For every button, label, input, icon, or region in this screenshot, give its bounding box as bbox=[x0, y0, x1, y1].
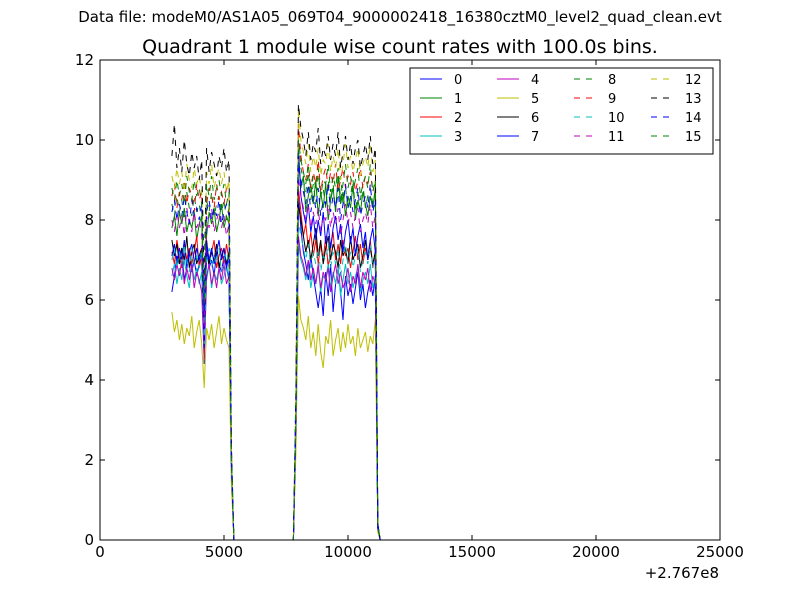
legend-label-5: 5 bbox=[531, 92, 539, 107]
legend-label-6: 6 bbox=[531, 111, 539, 126]
legend-label-12: 12 bbox=[685, 73, 702, 88]
series-line-12 bbox=[171, 107, 631, 541]
x-tick-label: 10000 bbox=[324, 543, 372, 561]
series-line-4 bbox=[171, 235, 631, 541]
y-tick-label: 8 bbox=[84, 211, 94, 229]
x-tick-label: 5000 bbox=[205, 543, 243, 561]
legend-label-11: 11 bbox=[608, 130, 625, 145]
legend-label-13: 13 bbox=[685, 92, 702, 107]
legend-label-0: 0 bbox=[454, 73, 462, 88]
x-axis: 0 5000 10000 15000 20000 25000 bbox=[95, 60, 744, 561]
x-offset-label: +2.767e8 bbox=[645, 564, 719, 582]
chart-title: Quadrant 1 module wise count rates with … bbox=[142, 36, 658, 58]
series-line-2 bbox=[171, 187, 631, 541]
y-tick-label: 2 bbox=[84, 451, 94, 469]
plot-lines bbox=[171, 103, 631, 541]
series-line-9 bbox=[171, 123, 631, 541]
series-line-3 bbox=[171, 243, 631, 541]
legend-label-8: 8 bbox=[608, 73, 616, 88]
legend-label-2: 2 bbox=[454, 111, 462, 126]
series-line-8 bbox=[171, 131, 631, 541]
x-tick-label: 25000 bbox=[696, 543, 744, 561]
y-tick-label: 12 bbox=[75, 51, 94, 69]
series-line-11 bbox=[171, 179, 631, 541]
x-tick-label: 0 bbox=[95, 543, 105, 561]
series-line-15 bbox=[171, 139, 631, 541]
y-tick-label: 0 bbox=[84, 531, 94, 549]
legend-label-1: 1 bbox=[454, 92, 462, 107]
y-tick-label: 6 bbox=[84, 291, 94, 309]
legend-label-10: 10 bbox=[608, 111, 625, 126]
series-line-10 bbox=[171, 219, 631, 541]
y-tick-label: 10 bbox=[75, 131, 94, 149]
legend-label-3: 3 bbox=[454, 130, 462, 145]
figure-suptitle: Data file: modeM0/AS1A05_069T04_90000024… bbox=[78, 8, 722, 26]
x-tick-label: 15000 bbox=[448, 543, 496, 561]
series-line-5 bbox=[171, 295, 631, 541]
series-line-1 bbox=[171, 155, 631, 541]
legend-label-14: 14 bbox=[685, 111, 702, 126]
legend-label-4: 4 bbox=[531, 73, 539, 88]
legend-label-15: 15 bbox=[685, 130, 702, 145]
series-line-14 bbox=[171, 163, 631, 541]
x-tick-label: 20000 bbox=[572, 543, 620, 561]
series-line-0 bbox=[171, 195, 631, 541]
legend-label-7: 7 bbox=[531, 130, 539, 145]
legend-label-9: 9 bbox=[608, 92, 616, 107]
y-tick-label: 4 bbox=[84, 371, 94, 389]
legend-box bbox=[409, 67, 714, 155]
series-line-6 bbox=[171, 203, 631, 541]
series-line-7 bbox=[171, 147, 631, 541]
series-line-13 bbox=[171, 103, 631, 541]
